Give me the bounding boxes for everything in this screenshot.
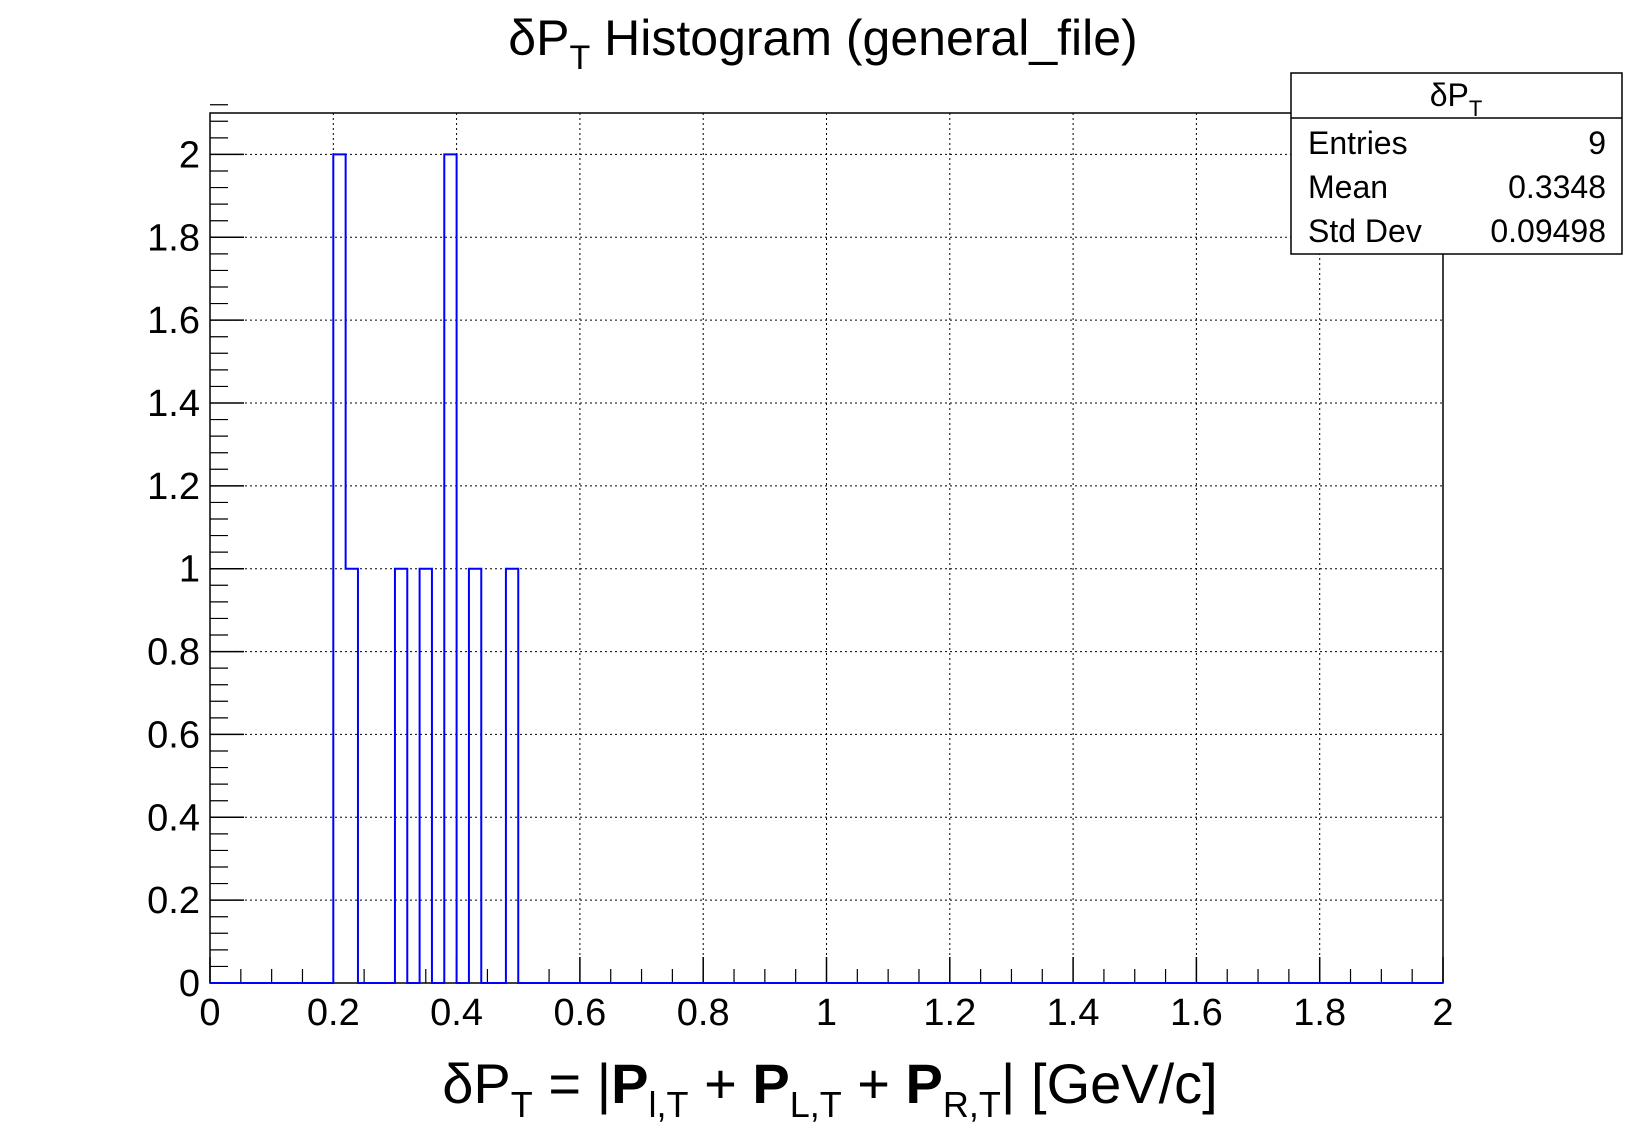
- x-tick-label: 1.8: [1293, 992, 1346, 1034]
- chart-title: δPT Histogram (general_file): [508, 10, 1137, 77]
- stats-header: δPT: [1430, 77, 1483, 121]
- stats-entries-label: Entries: [1308, 125, 1408, 161]
- y-tick-label: 1.8: [147, 217, 200, 259]
- x-tick-label: 0: [199, 992, 220, 1034]
- x-tick-label: 1.6: [1170, 992, 1223, 1034]
- stats-stddev-value: 0.09498: [1490, 213, 1606, 249]
- y-tick-label: 0.2: [147, 880, 200, 922]
- stats-mean-value: 0.3348: [1508, 169, 1606, 205]
- x-tick-label: 0.4: [430, 992, 483, 1034]
- y-tick-label: 0: [179, 963, 200, 1005]
- histogram-bin: [420, 569, 432, 983]
- y-tick-label: 0.6: [147, 714, 200, 756]
- y-tick-label: 1: [179, 549, 200, 591]
- stats-box: δPT Entries 9 Mean 0.3348 Std Dev 0.0949…: [1290, 72, 1623, 255]
- x-tick-label: 0.2: [307, 992, 360, 1034]
- y-axis-ticks: 0 0.2 0.4 0.6 0.8 1 1.2 1.4 1.6 1.8 2: [147, 104, 244, 1005]
- y-tick-label: 0.4: [147, 797, 200, 839]
- x-tick-label: 0.8: [677, 992, 730, 1034]
- histogram-bin: [469, 569, 481, 983]
- stats-stddev-label: Std Dev: [1308, 213, 1422, 249]
- histogram-outline: [210, 153, 1443, 984]
- x-tick-label: 0.6: [553, 992, 606, 1034]
- y-tick-label: 2: [179, 134, 200, 176]
- y-tick-label: 1.2: [147, 466, 200, 508]
- x-tick-label: 1: [816, 992, 837, 1034]
- histogram-series: [210, 153, 1443, 984]
- histogram-bin: [506, 569, 518, 983]
- stats-entries-value: 9: [1588, 125, 1606, 161]
- x-tick-label: 2: [1432, 992, 1453, 1034]
- y-tick-label: 1.6: [147, 300, 200, 342]
- histogram-bin: [395, 569, 407, 983]
- x-tick-label: 1.4: [1047, 992, 1100, 1034]
- y-tick-label: 1.4: [147, 383, 200, 425]
- x-tick-label: 1.2: [923, 992, 976, 1034]
- x-axis-label: δPT = |Pl,T + PL,T + PR,T| [GeV/c]: [442, 1052, 1218, 1122]
- y-tick-label: 0.8: [147, 632, 200, 674]
- stats-mean-label: Mean: [1308, 169, 1388, 205]
- histogram-bin: [346, 569, 358, 983]
- grid-lines: [210, 113, 1443, 983]
- x-axis-ticks: 0 0.2 0.4 0.6 0.8 1 1.2 1.4 1.6 1.8 2: [199, 957, 1454, 1034]
